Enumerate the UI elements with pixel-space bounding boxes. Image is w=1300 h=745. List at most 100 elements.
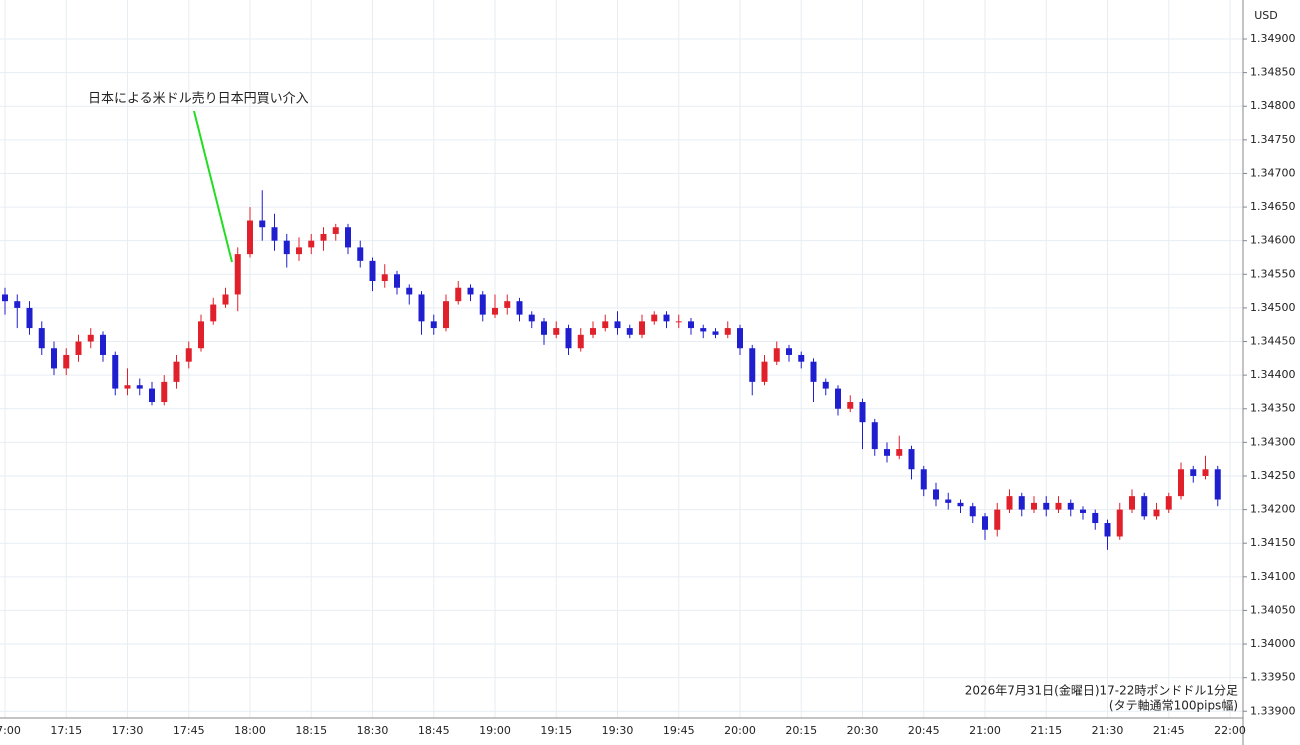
- candle-body: [969, 506, 976, 517]
- candle-body: [1043, 502, 1050, 510]
- candle-body: [443, 301, 449, 329]
- candle-body: [124, 385, 131, 389]
- x-tick-label: 19:15: [540, 724, 572, 737]
- candle-body: [712, 331, 719, 335]
- candle-body: [308, 240, 315, 248]
- y-tick-label: 1.34850: [1250, 66, 1296, 79]
- candle-body: [1165, 496, 1172, 510]
- candle-body: [75, 341, 82, 355]
- candle-body: [161, 381, 168, 403]
- candle-body: [394, 274, 400, 288]
- candle-body: [516, 301, 523, 315]
- candle-body: [1055, 502, 1062, 510]
- chart-note: (タテ軸通常100pips幅): [1109, 698, 1238, 713]
- candle-body: [1190, 469, 1197, 476]
- candle-body: [26, 307, 33, 329]
- candle-body: [357, 247, 364, 261]
- y-tick-label: 1.34100: [1250, 570, 1296, 583]
- y-tick-label: 1.34700: [1250, 166, 1296, 179]
- candle-body: [663, 314, 670, 322]
- candle-body: [1018, 496, 1025, 510]
- annotation-pointer: [193, 110, 233, 263]
- candle-body: [198, 321, 204, 349]
- candle-body: [320, 233, 327, 241]
- y-tick-label: 1.34450: [1250, 335, 1296, 348]
- candle-body: [896, 449, 903, 456]
- candle-body: [700, 328, 707, 332]
- candle-body: [1080, 509, 1086, 513]
- candle-body: [234, 254, 241, 295]
- candle-body: [1116, 509, 1123, 537]
- y-tick-label: 1.33900: [1250, 704, 1296, 717]
- candle-body: [724, 328, 731, 335]
- candle-body: [14, 301, 21, 308]
- x-tick-label: 21:00: [969, 724, 1001, 737]
- candle-body: [957, 502, 964, 507]
- axis-unit: USD: [1254, 9, 1278, 22]
- candle-body: [1178, 469, 1184, 497]
- x-tick-label: 22:00: [1214, 724, 1246, 737]
- y-tick-label: 1.34500: [1250, 301, 1296, 314]
- x-tick-label: 21:45: [1153, 724, 1185, 737]
- candle-body: [100, 334, 106, 355]
- x-tick-label: 18:00: [234, 724, 266, 737]
- candle-body: [2, 294, 8, 302]
- candle-body: [271, 227, 278, 241]
- candle-body: [786, 348, 792, 355]
- candle-body: [38, 328, 45, 349]
- candle-body: [577, 334, 584, 349]
- candle-body: [185, 348, 192, 362]
- x-tick-label: 17:15: [50, 724, 82, 737]
- candle-body: [149, 388, 155, 403]
- candle-body: [479, 294, 486, 315]
- x-tick-label: 19:00: [479, 724, 511, 737]
- y-tick-label: 1.34350: [1250, 402, 1296, 415]
- candle-body: [369, 260, 376, 282]
- candle-body: [63, 354, 70, 369]
- y-tick-label: 1.33950: [1250, 671, 1296, 684]
- candle-body: [492, 307, 498, 315]
- candle-body: [406, 287, 413, 295]
- candle-body: [1153, 509, 1160, 517]
- candle-body: [504, 301, 511, 308]
- candle-body: [835, 388, 841, 409]
- candle-body: [87, 334, 94, 342]
- candle-body: [1129, 496, 1135, 510]
- candle-body: [259, 220, 266, 228]
- candle-body: [982, 516, 988, 530]
- candle-body: [112, 354, 119, 389]
- y-tick-label: 1.34650: [1250, 200, 1296, 213]
- y-tick-label: 1.34900: [1250, 32, 1296, 45]
- x-tick-label: 17:45: [173, 724, 205, 737]
- y-tick-label: 1.34550: [1250, 267, 1296, 280]
- candle-body: [565, 328, 572, 349]
- candle-body: [1214, 469, 1221, 500]
- candle-body: [455, 287, 462, 302]
- candle-body: [614, 321, 621, 329]
- candle-body: [247, 220, 253, 255]
- candle-body: [283, 240, 290, 255]
- y-tick-label: 1.34050: [1250, 603, 1296, 616]
- candle-body: [847, 402, 854, 409]
- y-tick-label: 1.34300: [1250, 435, 1296, 448]
- candle-body: [553, 328, 560, 335]
- x-tick-label: 17:00: [0, 724, 21, 737]
- candle-body: [688, 321, 694, 329]
- x-tick-label: 19:45: [663, 724, 695, 737]
- x-tick-label: 18:45: [418, 724, 450, 737]
- candle-body: [210, 304, 217, 322]
- candle-body: [651, 314, 658, 322]
- x-tick-label: 20:15: [785, 724, 817, 737]
- candle-body: [798, 354, 805, 362]
- candle-body: [528, 314, 535, 322]
- x-tick-label: 19:30: [602, 724, 634, 737]
- candle-body: [773, 348, 780, 362]
- candle-body: [871, 422, 878, 450]
- y-tick-label: 1.34600: [1250, 234, 1296, 247]
- y-tick-label: 1.34200: [1250, 503, 1296, 516]
- x-tick-label: 17:30: [112, 724, 144, 737]
- x-tick-label: 18:15: [295, 724, 327, 737]
- candle-body: [51, 348, 57, 369]
